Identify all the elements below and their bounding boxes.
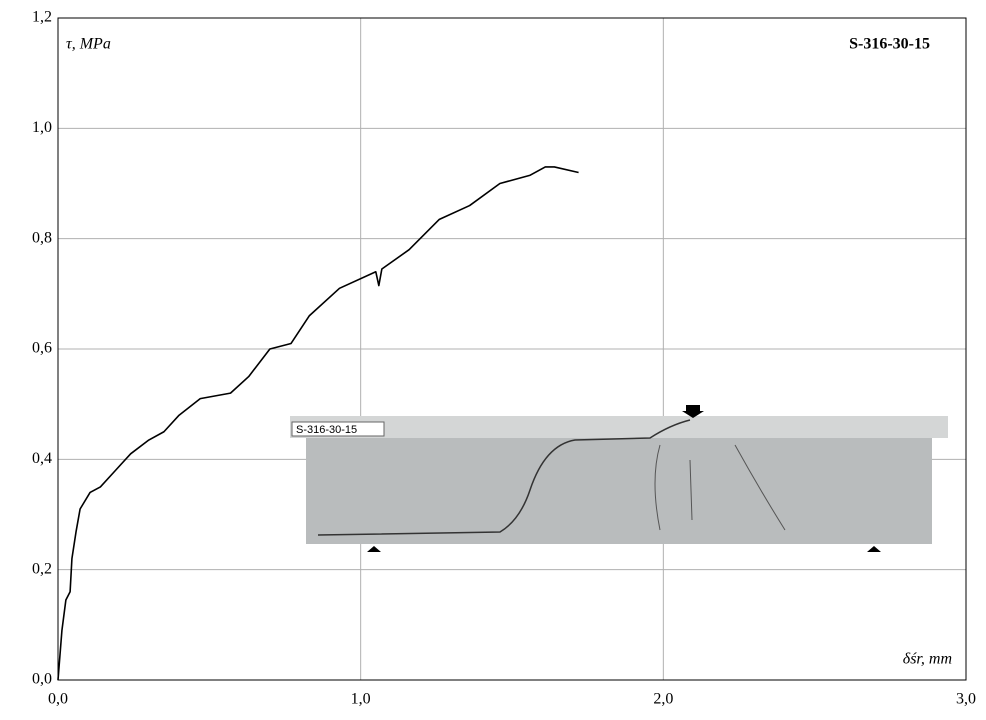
x-tick-label: 3,0	[956, 691, 976, 708]
y-tick-label: 0,2	[32, 560, 52, 577]
beam-flange	[290, 416, 948, 438]
y-tick-label: 1,0	[32, 119, 52, 136]
y-tick-label: 0,6	[32, 340, 52, 357]
x-tick-label: 0,0	[48, 691, 68, 708]
x-tick-label: 2,0	[653, 691, 673, 708]
crack	[317, 419, 691, 536]
y-tick-label: 0,0	[32, 671, 52, 688]
y-tick-label: 0,4	[32, 450, 52, 467]
inset-photo: S-316-30-15	[290, 405, 948, 552]
support-arrow	[367, 546, 881, 552]
x-tick-label: 1,0	[351, 691, 371, 708]
y-tick-label: 0,8	[32, 229, 52, 246]
inset-label-box	[291, 421, 385, 437]
x-axis-label: δśr, mm	[903, 651, 952, 668]
plot-border	[57, 17, 967, 681]
load-arrow	[682, 405, 704, 418]
grid	[57, 17, 967, 681]
inset-label: S-316-30-15	[296, 424, 357, 436]
chart-title: S-316-30-15	[849, 36, 930, 53]
data-line	[57, 166, 579, 681]
beam-web	[306, 438, 932, 544]
crack	[654, 444, 786, 531]
y-tick-label: 1,2	[32, 9, 52, 26]
y-axis-label: τ, MPa	[66, 36, 111, 53]
